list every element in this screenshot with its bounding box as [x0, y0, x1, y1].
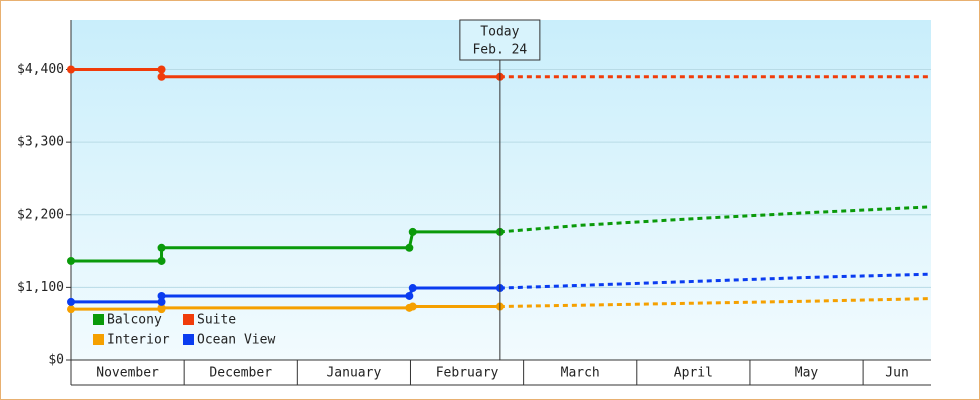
y-tick-label: $0 [48, 353, 64, 368]
x-tick-label: Jun [885, 366, 908, 381]
x-tick-label: January [326, 366, 381, 381]
today-label: Today [480, 25, 519, 40]
point [157, 297, 166, 306]
point [157, 72, 166, 81]
point [157, 291, 166, 300]
x-tick-label: April [674, 366, 713, 381]
point [67, 65, 75, 74]
forecast-line [499, 205, 932, 234]
legend-label: Suite [197, 313, 236, 328]
point [157, 243, 166, 252]
legend-swatch [93, 334, 104, 345]
today-date: Feb. 24 [472, 43, 527, 58]
point [408, 227, 417, 236]
forecast-line [499, 272, 932, 290]
x-tick-label: November [96, 366, 159, 381]
point [67, 305, 75, 314]
legend-swatch [93, 314, 104, 325]
x-tick-label: December [209, 366, 272, 381]
legend-label: Balcony [107, 313, 162, 328]
y-tick-label: $4,400 [17, 62, 64, 77]
legend-swatch [183, 314, 194, 325]
legend-swatch [183, 334, 194, 345]
series-line [71, 286, 500, 304]
legend-label: Interior [107, 333, 170, 348]
point [67, 297, 75, 306]
x-tick-label: March [561, 366, 600, 381]
point [157, 303, 166, 312]
forecast-line [499, 297, 932, 309]
x-tick-label: February [436, 366, 499, 381]
point [157, 65, 166, 74]
y-tick-label: $1,100 [17, 280, 64, 295]
point [67, 256, 75, 265]
x-tick-label: May [795, 366, 819, 381]
y-tick-label: $3,300 [17, 135, 64, 150]
legend-label: Ocean View [197, 333, 275, 348]
point [408, 284, 417, 293]
series-line [71, 305, 500, 311]
point [157, 256, 166, 265]
today-box [459, 19, 541, 61]
point [405, 291, 414, 300]
point [408, 302, 417, 311]
series-line [71, 230, 500, 263]
y-tick-label: $2,200 [17, 207, 64, 222]
point [405, 243, 414, 252]
